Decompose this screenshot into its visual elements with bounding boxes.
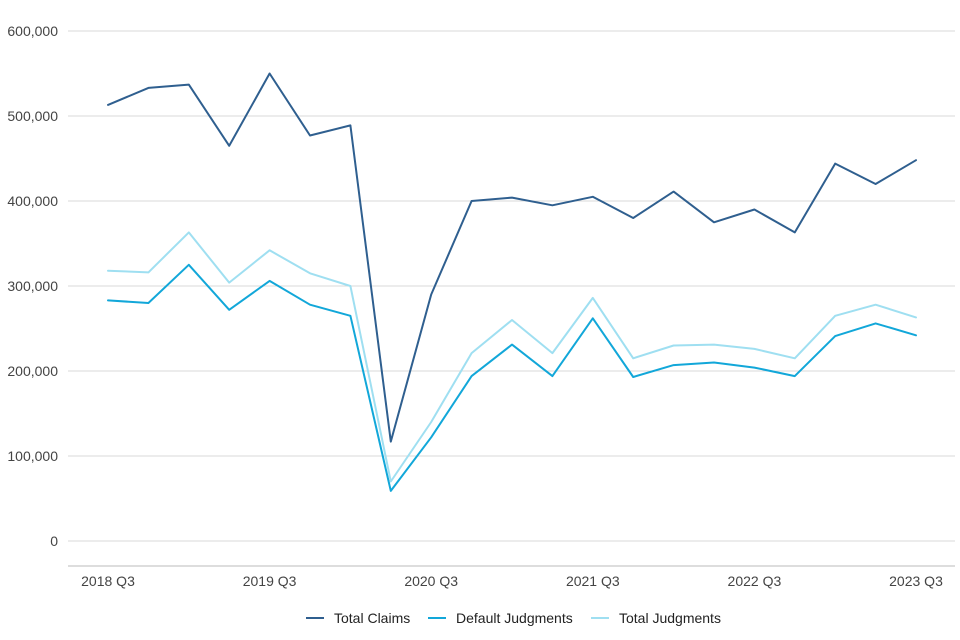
x-tick-label: 2021 Q3 — [566, 573, 620, 589]
y-tick-label: 300,000 — [7, 278, 58, 294]
y-tick-label: 100,000 — [7, 448, 58, 464]
x-tick-label: 2018 Q3 — [81, 573, 135, 589]
legend-label: Total Claims — [334, 610, 410, 626]
gridlines — [68, 30, 955, 542]
series-lines — [107, 72, 917, 492]
legend-item: Total Claims — [306, 610, 410, 626]
x-tick-label: 2020 Q3 — [404, 573, 458, 589]
x-axis-ticks: 2018 Q3 2019 Q3 2020 Q3 2021 Q3 2022 Q3 2023 … — [81, 573, 943, 589]
x-tick-label: 2022 Q3 — [728, 573, 782, 589]
y-tick-label: 600,000 — [7, 23, 58, 39]
legend-label: Total Judgments — [619, 610, 721, 626]
series-line-total-claims — [107, 72, 917, 443]
y-tick-label: 0 — [50, 533, 58, 549]
legend-label: Default Judgments — [456, 610, 573, 626]
y-tick-label: 200,000 — [7, 363, 58, 379]
series-line-default-judgments — [107, 263, 917, 492]
legend-item: Total Judgments — [591, 610, 721, 626]
y-tick-label: 500,000 — [7, 108, 58, 124]
y-tick-label: 400,000 — [7, 193, 58, 209]
series-line-total-judgments — [107, 231, 917, 483]
legend: Total Claims Default Judgments Total Judgm… — [306, 610, 721, 626]
x-tick-label: 2023 Q3 — [889, 573, 943, 589]
x-tick-label: 2019 Q3 — [243, 573, 297, 589]
y-axis-ticks: 0 100,000 200,000 300,000 400,000 500,000 600,… — [7, 23, 58, 549]
legend-item: Default Judgments — [428, 610, 573, 626]
